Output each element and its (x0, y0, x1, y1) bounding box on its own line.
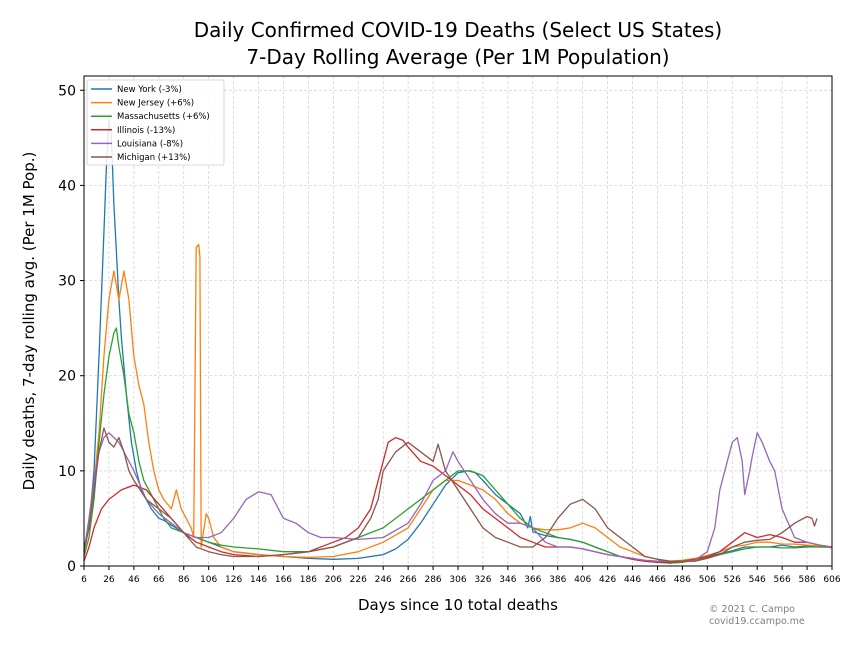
x-tick-label: 386 (549, 575, 566, 585)
x-tick-label: 106 (200, 575, 217, 585)
x-tick-label: 226 (350, 575, 367, 585)
credit-line-1: © 2021 C. Campo (709, 604, 795, 615)
x-tick-label: 306 (449, 575, 466, 585)
x-tick-label: 586 (798, 575, 815, 585)
x-axis: 6 26 46 66 86 106 126 146 166 186 206 226 246 266 286 3… (81, 566, 841, 585)
y-tick-label: 10 (58, 464, 76, 480)
series-line (83, 327, 832, 564)
x-tick-label: 546 (749, 575, 766, 585)
y-tick-label: 50 (58, 83, 76, 99)
x-tick-label: 126 (225, 575, 242, 585)
legend-label: Massachusetts (+6%) (117, 112, 210, 122)
chart-title-line-1: Daily Confirmed COVID-19 Deaths (Select … (194, 18, 722, 42)
series-line (83, 427, 818, 562)
legend-label: New Jersey (+6%) (117, 99, 194, 109)
x-tick-label: 326 (474, 575, 491, 585)
x-tick-label: 206 (325, 575, 342, 585)
credit-line-2: covid19.ccampo.me (709, 616, 805, 627)
legend: New York (-3%) New Jersey (+6%) Massachuse… (86, 79, 225, 166)
series-line (83, 243, 833, 562)
x-tick-label: 66 (153, 575, 165, 585)
x-tick-label: 146 (250, 575, 267, 585)
x-tick-label: 446 (624, 575, 641, 585)
x-tick-label: 186 (300, 575, 317, 585)
series-line (83, 432, 833, 562)
x-tick-label: 6 (81, 575, 87, 585)
x-tick-label: 246 (375, 575, 392, 585)
x-tick-label: 26 (103, 575, 115, 585)
x-tick-label: 166 (275, 575, 292, 585)
legend-label: Louisiana (-8%) (117, 139, 183, 149)
x-tick-label: 606 (823, 575, 840, 585)
x-tick-label: 286 (424, 575, 441, 585)
y-tick-label: 40 (58, 178, 76, 194)
x-tick-label: 406 (574, 575, 591, 585)
y-tick-label: 0 (67, 559, 76, 575)
legend-box (86, 79, 225, 166)
x-tick-label: 466 (649, 575, 666, 585)
legend-label: Michigan (+13%) (117, 153, 190, 163)
x-tick-label: 266 (400, 575, 417, 585)
x-axis-label: Days since 10 total deaths (358, 596, 558, 614)
x-tick-label: 566 (774, 575, 791, 585)
x-tick-label: 46 (128, 575, 140, 585)
legend-label: New York (-3%) (117, 85, 182, 95)
x-tick-label: 506 (699, 575, 716, 585)
y-axis-label: Daily deaths, 7-day rolling avg. (Per 1M… (20, 152, 38, 491)
x-tick-label: 86 (178, 575, 190, 585)
legend-label: Illinois (-13%) (117, 126, 175, 136)
y-tick-label: 30 (58, 274, 76, 290)
x-tick-label: 426 (599, 575, 616, 585)
x-tick-label: 366 (524, 575, 541, 585)
x-tick-label: 486 (674, 575, 691, 585)
x-tick-label: 526 (724, 575, 741, 585)
series-layer (83, 118, 833, 564)
y-tick-label: 20 (58, 369, 76, 385)
x-tick-label: 346 (499, 575, 516, 585)
chart-title-line-2: 7-Day Rolling Average (Per 1M Population… (246, 45, 669, 69)
y-axis: 0 10 20 30 40 50 (58, 83, 84, 575)
